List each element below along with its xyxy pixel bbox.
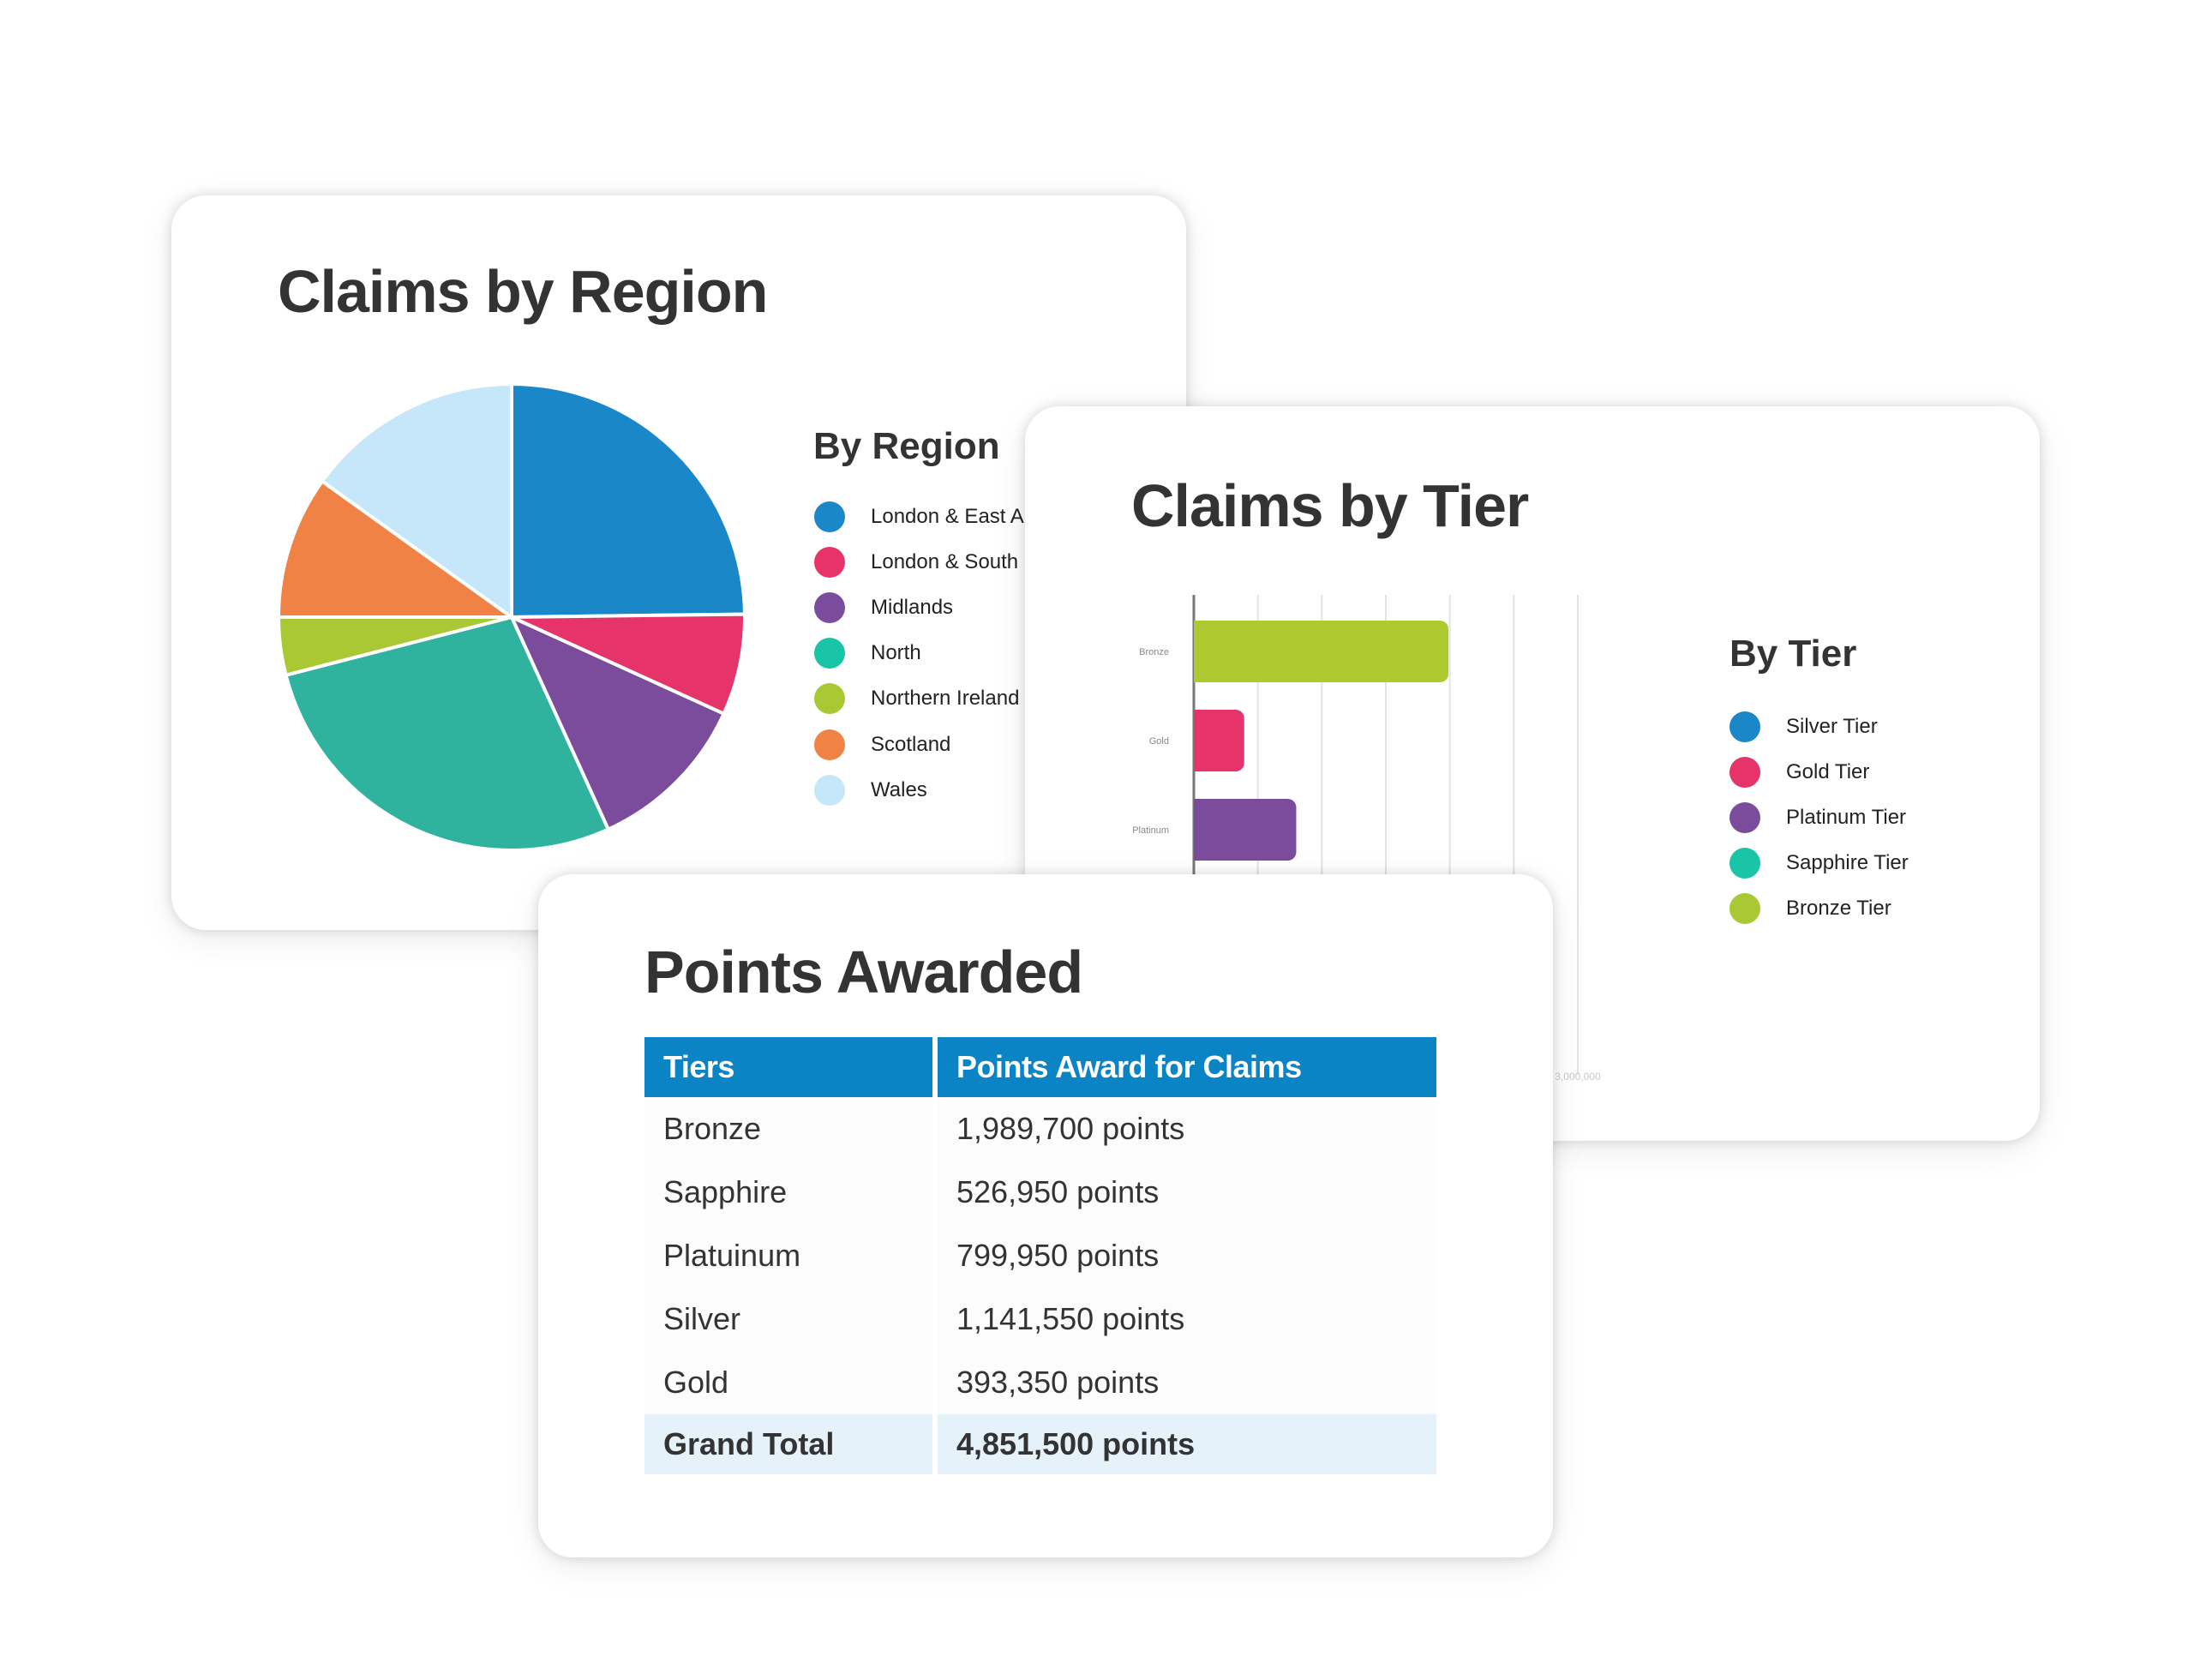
points-cell: 1,989,700 points — [938, 1097, 1436, 1161]
legend-label: Bronze Tier — [1786, 897, 1891, 921]
bar-gold — [1194, 710, 1244, 771]
legend-label: Platinum Tier — [1786, 805, 1907, 829]
x-tick-label: 3,000,000 — [1555, 1071, 1601, 1083]
legend-swatch — [814, 774, 845, 806]
points-cell: 393,350 points — [938, 1351, 1436, 1414]
legend-swatch — [814, 729, 845, 760]
legend-label: Silver Tier — [1786, 714, 1878, 738]
legend-swatch — [814, 501, 845, 532]
legend-label: Wales — [871, 777, 927, 801]
legend-label: Scotland — [871, 732, 951, 756]
tier-cell: Platuinum — [644, 1224, 932, 1287]
legend-swatch — [814, 638, 845, 669]
tier-cell: Gold — [644, 1351, 932, 1414]
column-header-points: Points Award for Claims — [938, 1037, 1436, 1097]
region-legend-item-wales: Wales — [814, 767, 1024, 813]
tier-legend-item-gold-tier: Gold Tier — [1729, 749, 1909, 795]
legend-label: Northern Ireland — [871, 687, 1020, 711]
region-legend-item-london-south: London & South — [814, 539, 1024, 585]
legend-label: Sapphire Tier — [1786, 851, 1909, 875]
legend-swatch — [814, 546, 845, 578]
points-cell: 799,950 points — [938, 1224, 1436, 1287]
tier-cell: Silver — [644, 1287, 932, 1351]
legend-label: London & East A — [871, 504, 1024, 528]
pie-slice-scotland — [277, 479, 513, 619]
category-label-platinum: Platinum — [1132, 825, 1169, 836]
table-row: Silver 1,141,550 points — [644, 1287, 1436, 1351]
tier-legend-item-sapphire-tier: Sapphire Tier — [1729, 841, 1909, 886]
points-table-title: Points Awarded — [644, 939, 1083, 1005]
region-legend-item-north: North — [814, 631, 1024, 676]
points-table: Tiers Points Award for Claims Bronze 1,98… — [639, 1037, 1442, 1474]
table-header-row: Tiers Points Award for Claims — [644, 1037, 1436, 1097]
legend-label: North — [871, 641, 921, 665]
tier-cell: Grand Total — [644, 1414, 932, 1474]
region-legend-item-scotland: Scotland — [814, 722, 1024, 767]
region-chart-title: Claims by Region — [278, 258, 768, 325]
legend-swatch — [814, 591, 845, 623]
table-total-row: Grand Total 4,851,500 points — [644, 1414, 1436, 1474]
points-awarded-card: Points Awarded Tiers Points Award for Cl… — [538, 874, 1553, 1557]
column-header-tiers: Tiers — [644, 1037, 932, 1097]
legend-swatch — [1729, 893, 1760, 925]
legend-swatch — [1729, 848, 1760, 879]
category-label-gold: Gold — [1149, 736, 1169, 747]
region-legend-item-midlands: Midlands — [814, 585, 1024, 630]
legend-swatch — [1729, 756, 1760, 788]
table-row: Gold 393,350 points — [644, 1351, 1436, 1414]
tier-legend-item-silver-tier: Silver Tier — [1729, 704, 1909, 749]
points-cell: 526,950 points — [938, 1161, 1436, 1224]
claims-by-region-card: Claims by Region By Region London & East… — [171, 195, 1186, 930]
legend-label: London & South — [871, 549, 1019, 573]
tier-bar-chart: Bronze Gold Platinum 3,000,000 — [1132, 595, 1601, 1083]
pie-slice-north — [284, 615, 610, 852]
region-legend-item-london-east-a: London & East A — [814, 494, 1024, 539]
pie-slice-wales — [320, 382, 513, 619]
points-table-body: Bronze 1,989,700 points Sapphire 526,950 po… — [644, 1097, 1436, 1474]
legend-swatch — [1729, 711, 1760, 742]
pie-slice-london-east-a — [510, 382, 746, 619]
bar-platinum — [1194, 799, 1297, 861]
tier-chart-title: Claims by Tier — [1131, 472, 1529, 539]
region-pie-chart — [277, 382, 746, 852]
tier-legend-item-platinum-tier: Platinum Tier — [1729, 795, 1909, 840]
pie-slice-london-south — [510, 612, 746, 716]
legend-label: Midlands — [871, 595, 954, 619]
bar-bronze — [1194, 621, 1449, 682]
pie-slice-midlands — [510, 615, 726, 831]
category-label-bronze: Bronze — [1139, 647, 1169, 657]
tier-legend: Silver Tier Gold Tier Platinum Tier Sapphir… — [1729, 704, 1909, 932]
legend-swatch — [1729, 801, 1760, 833]
tier-cell: Bronze — [644, 1097, 932, 1161]
region-legend-title: By Region — [813, 425, 1000, 467]
table-row: Sapphire 526,950 points — [644, 1161, 1436, 1224]
table-row: Platuinum 799,950 points — [644, 1224, 1436, 1287]
tier-legend-title: By Tier — [1729, 633, 1857, 675]
region-legend: London & East A London & South Midlands Nor… — [814, 494, 1024, 813]
table-row: Bronze 1,989,700 points — [644, 1097, 1436, 1161]
region-legend-item-northern-ireland: Northern Ireland — [814, 676, 1024, 722]
legend-swatch — [814, 683, 845, 715]
tier-cell: Sapphire — [644, 1161, 932, 1224]
points-cell: 1,141,550 points — [938, 1287, 1436, 1351]
points-cell: 4,851,500 points — [938, 1414, 1436, 1474]
tier-legend-item-bronze-tier: Bronze Tier — [1729, 886, 1909, 932]
legend-label: Gold Tier — [1786, 759, 1870, 783]
